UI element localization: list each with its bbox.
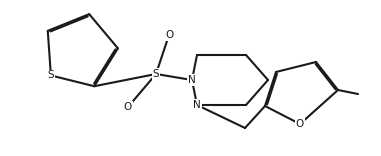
Text: N: N [188, 75, 196, 85]
Text: N: N [193, 100, 201, 110]
Text: O: O [165, 30, 173, 40]
Text: O: O [124, 102, 132, 112]
Text: S: S [153, 69, 159, 79]
Text: S: S [48, 70, 54, 80]
Text: O: O [296, 119, 304, 129]
